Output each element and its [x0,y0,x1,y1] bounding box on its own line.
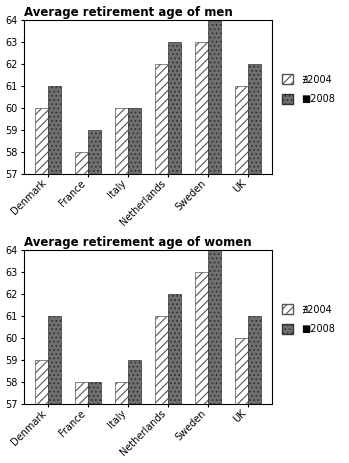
Bar [48,316,61,404]
Legend: ∄2004, ■2008: ∄2004, ■2008 [280,72,337,106]
Bar [35,108,48,174]
Bar [75,382,88,404]
Bar [155,316,168,404]
Bar [195,42,208,174]
Text: Average retirement age of women: Average retirement age of women [24,236,251,249]
Bar [208,250,221,404]
Bar [155,64,168,174]
Bar [195,272,208,404]
Legend: ∄2004, ■2008: ∄2004, ■2008 [280,302,337,336]
Bar [168,42,181,174]
Bar [168,294,181,404]
Bar [128,108,141,174]
Bar [75,152,88,174]
Bar [235,338,248,404]
Bar [35,360,48,404]
Text: Average retirement age of men: Average retirement age of men [24,6,232,19]
Bar [115,108,128,174]
Bar [115,382,128,404]
Bar [208,20,221,174]
Bar [235,86,248,174]
Bar [248,64,261,174]
Bar [248,316,261,404]
Bar [48,86,61,174]
Bar [88,382,101,404]
Bar [128,360,141,404]
Bar [88,130,101,174]
